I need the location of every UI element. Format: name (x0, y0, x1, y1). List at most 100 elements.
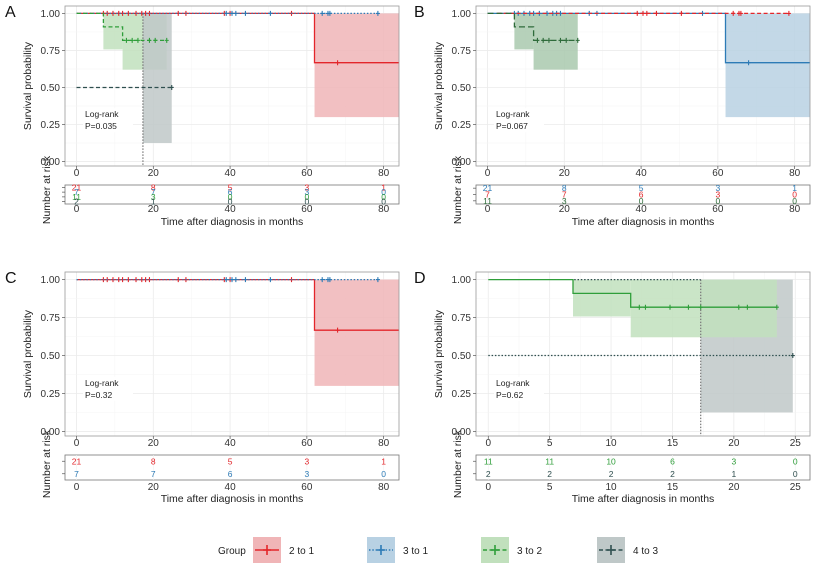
logrank-label: Log-rank (85, 378, 119, 388)
logrank-label: Log-rank (85, 109, 119, 119)
risk-count: 0 (792, 190, 797, 200)
survival-curve-3-to-1 (487, 12, 810, 64)
risk-table-frame (64, 184, 400, 205)
risk-count: 3 (304, 456, 309, 466)
x-tick-label: 15 (667, 438, 679, 449)
censor-mark (641, 10, 645, 16)
risk-x-tick-label: 40 (225, 204, 237, 215)
risk-count: 21 (483, 183, 493, 193)
risk-axis-label: Number at risk (41, 429, 53, 498)
x-tick-label: 0 (74, 168, 80, 179)
risk-count: 0 (792, 196, 797, 206)
risk-count: 3 (304, 187, 309, 197)
risk-count: 2 (74, 197, 79, 207)
risk-count: 1 (381, 456, 386, 466)
risk-x-tick-label: 40 (636, 204, 648, 215)
risk-count: 11 (483, 196, 492, 206)
survival-curve-3-to-2 (76, 12, 167, 42)
plot-frame (64, 5, 400, 167)
x-tick-label: 40 (225, 438, 237, 449)
risk-axis-label: Number at risk (452, 429, 464, 498)
x-tick-label: 40 (225, 168, 237, 179)
censor-mark (654, 10, 659, 16)
risk-count: 8 (151, 456, 156, 466)
risk-count: 2 (486, 469, 491, 479)
censor-mark (230, 10, 234, 16)
legend-censor-mark (491, 545, 499, 555)
risk-count: 7 (562, 190, 567, 200)
x-tick-label: 40 (636, 168, 648, 179)
y-tick-label: 0.00 (452, 157, 472, 168)
x-axis-label: Time after diagnosis in months (572, 216, 715, 228)
risk-count: 1 (732, 469, 737, 479)
x-tick-label: 0 (74, 438, 80, 449)
risk-count: 7 (74, 187, 79, 197)
censor-mark (320, 10, 325, 16)
legend-censor-mark (377, 545, 385, 555)
censor-mark (535, 37, 540, 43)
risk-count: 2 (609, 469, 614, 479)
censor-mark (375, 10, 380, 16)
risk-count: 7 (485, 190, 490, 200)
x-tick-label: 60 (301, 168, 313, 179)
y-tick-label: 0.75 (452, 46, 472, 57)
censor-mark (130, 37, 135, 43)
y-tick-label: 0.25 (41, 389, 61, 400)
risk-x-tick-label: 60 (712, 204, 724, 215)
y-tick-label: 0.25 (452, 120, 472, 131)
censor-mark (224, 277, 229, 283)
risk-axis-label: Number at risk (452, 155, 464, 224)
risk-count: 7 (151, 469, 156, 479)
ci-band-3-to-2 (573, 279, 631, 317)
censor-mark (327, 10, 332, 16)
risk-count: 8 (151, 182, 156, 192)
risk-x-tick-label: 5 (547, 482, 553, 493)
y-tick-label: 0.75 (41, 313, 61, 324)
censor-mark (327, 277, 332, 283)
censor-mark (679, 10, 684, 16)
risk-count: 0 (715, 196, 720, 206)
censor-mark (268, 10, 273, 16)
risk-count: 8 (562, 183, 567, 193)
ci-band-4-to-3 (142, 13, 172, 144)
risk-x-tick-label: 60 (301, 482, 313, 493)
panel-d: D0.000.250.500.751.000 5 10 15 20 25Survival … (414, 270, 811, 505)
y-tick-label: 1.00 (41, 275, 61, 286)
censor-mark (153, 37, 158, 43)
risk-table-frame (64, 454, 400, 481)
risk-x-tick-label: 20 (728, 482, 740, 493)
censor-mark (790, 353, 795, 359)
censor-mark (135, 37, 140, 43)
y-tick-label: 0.25 (41, 120, 61, 131)
x-axis-label: Time after diagnosis in months (161, 493, 304, 505)
annotation-bg (494, 108, 544, 133)
x-tick-label: 80 (378, 168, 390, 179)
survival-curve-3-to-2 (487, 12, 578, 42)
risk-count: 3 (151, 192, 156, 202)
legend-title: Group (218, 546, 246, 557)
risk-count: 0 (381, 192, 386, 202)
y-tick-label: 0.75 (41, 46, 61, 57)
y-tick-label: 0.50 (41, 83, 61, 94)
censor-mark (686, 304, 691, 310)
risk-count: 0 (228, 197, 233, 207)
logrank-label: Log-rank (496, 109, 530, 119)
risk-x-tick-label: 80 (378, 204, 390, 215)
censor-mark (668, 304, 673, 310)
legend-item-4-to-3: 4 to 3 (597, 537, 658, 563)
risk-count: 3 (715, 190, 720, 200)
risk-x-tick-label: 0 (485, 204, 491, 215)
ci-band-3-to-1 (725, 13, 810, 118)
risk-count: 0 (228, 192, 233, 202)
risk-count: 11 (72, 192, 81, 202)
censor-mark (731, 10, 736, 16)
censor-mark (745, 304, 750, 310)
x-tick-label: 60 (712, 168, 724, 179)
risk-count: 5 (228, 182, 233, 192)
panel-letter: B (414, 4, 425, 21)
x-tick-label: 0 (485, 168, 491, 179)
censor-mark (335, 327, 340, 333)
risk-x-tick-label: 0 (485, 482, 491, 493)
